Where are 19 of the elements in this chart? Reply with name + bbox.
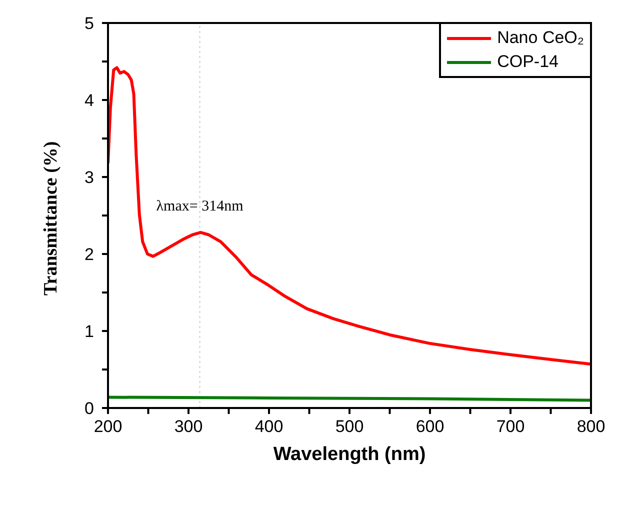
legend-label: Nano CeO₂ — [497, 28, 584, 47]
y-tick-label: 4 — [84, 91, 94, 110]
y-tick-label: 2 — [84, 245, 94, 264]
y-tick-label: 3 — [84, 168, 94, 188]
y-tick-label: 1 — [84, 322, 94, 342]
x-tick-label: 600 — [416, 417, 444, 436]
x-tick-label: 300 — [174, 417, 203, 436]
line-series — [108, 66, 591, 366]
x-tick-label: 800 — [576, 417, 606, 436]
y-tick-label: 5 — [84, 14, 94, 34]
x-tick-label: 400 — [254, 417, 284, 436]
legend-label: COP-14 — [497, 52, 558, 71]
y-tick-label: 0 — [84, 399, 94, 418]
x-tick-label: 500 — [335, 417, 364, 436]
annotation: λmax= 314nm — [156, 198, 244, 214]
x-axis-title: Wavelength (nm) — [273, 444, 426, 465]
y-axis-title: Transmittance (%) — [40, 141, 62, 296]
x-tick-label: 200 — [94, 417, 122, 436]
x-tick-label: 700 — [496, 417, 525, 436]
